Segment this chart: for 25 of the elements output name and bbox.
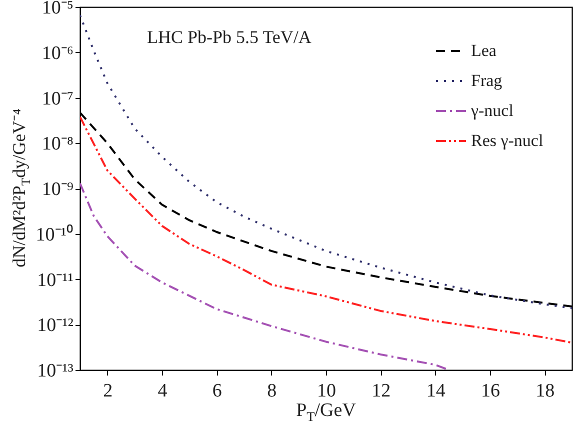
x-tick-label: 12	[372, 380, 391, 402]
legend-label: Res γ-nucl	[471, 131, 544, 150]
y-tick-label: 10⁻⁸	[42, 134, 74, 155]
line-series	[80, 14, 572, 310]
y-tick-label: 10⁻¹¹	[37, 270, 74, 291]
y-tick-label: 10⁻¹²	[37, 315, 74, 336]
x-tick-label: 16	[481, 380, 500, 402]
y-tick-label: 10⁻⁷	[42, 88, 74, 110]
x-tick-label: 8	[267, 380, 277, 402]
y-tick-label: 10⁻¹³	[37, 360, 74, 382]
x-axis-title: P$_{T}$/GeV	[296, 400, 356, 425]
x-tick-label: 14	[426, 380, 446, 402]
annotation: LHC Pb-Pb 5.5 TeV/A	[147, 27, 312, 48]
x-tick-label: 10	[317, 380, 336, 402]
y-tick-label: 10⁻⁵	[42, 0, 74, 18]
x-tick-label: 4	[158, 380, 168, 402]
legend-label: Frag	[471, 71, 503, 90]
legend-label: Lea	[471, 41, 497, 60]
x-tick-label: 6	[212, 380, 222, 402]
y-tick-label: 10⁻¹⁰	[36, 223, 74, 246]
legend-label: γ-nucl	[470, 101, 514, 120]
y-tick-label: 10⁻⁶	[42, 42, 74, 64]
y-tick-label: 10⁻⁹	[42, 179, 74, 200]
x-tick-label: 18	[536, 380, 555, 402]
x-tick-label: 2	[103, 380, 113, 402]
